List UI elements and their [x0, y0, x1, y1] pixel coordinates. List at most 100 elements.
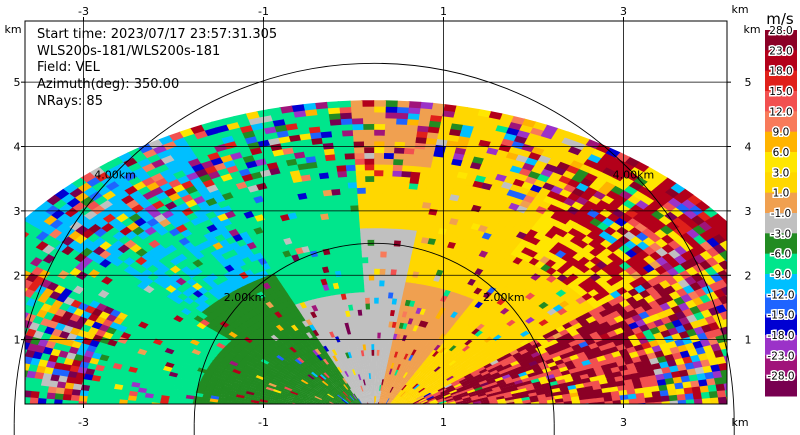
velocity-cell: [755, 348, 767, 358]
velocity-cell: [741, 303, 754, 313]
velocity-cell: [282, 117, 297, 125]
velocity-cell: [543, 162, 558, 173]
velocity-cell: [360, 239, 368, 246]
velocity-cell: [455, 170, 469, 179]
velocity-cell: [429, 161, 442, 169]
velocity-cell: [326, 307, 333, 315]
velocity-cell: [466, 348, 476, 355]
velocity-cell: [442, 210, 454, 219]
velocity-cell: [738, 312, 751, 322]
velocity-cell: [607, 381, 619, 388]
velocity-cell: [322, 365, 330, 372]
velocity-cell: [404, 420, 413, 421]
velocity-cell: [535, 357, 546, 364]
velocity-cell: [750, 394, 760, 402]
velocity-cell: [363, 163, 375, 171]
velocity-cell: [674, 357, 686, 366]
velocity-cell: [363, 332, 368, 339]
velocity-cell: [365, 210, 375, 217]
velocity-cell: [265, 314, 275, 322]
velocity-cell: [386, 416, 394, 419]
velocity-cell: [368, 395, 371, 403]
velocity-cell: [337, 386, 344, 393]
velocity-cell: [442, 372, 452, 379]
velocity-cell: [338, 287, 346, 295]
velocity-cell: [393, 374, 398, 382]
velocity-cell: [386, 367, 391, 375]
velocity-cell: [299, 340, 308, 348]
velocity-cell: [420, 352, 428, 359]
velocity-cell: [465, 107, 480, 116]
velocity-cell: [487, 111, 503, 120]
velocity-cell: [359, 373, 363, 380]
velocity-cell: [570, 395, 581, 401]
velocity-cell: [437, 398, 447, 403]
velocity-cell: [381, 396, 385, 403]
velocity-cell: [405, 366, 412, 373]
velocity-cell: [411, 400, 420, 404]
velocity-cell: [498, 358, 509, 365]
velocity-cell: [361, 308, 367, 316]
velocity-cell: [312, 322, 320, 330]
velocity-cell: [359, 297, 366, 304]
velocity-cell: [617, 384, 628, 391]
velocity-cell: [386, 239, 395, 247]
velocity-cell: [476, 108, 492, 118]
velocity-cell: [369, 395, 372, 403]
velocity-cell: [388, 367, 393, 375]
velocity-cell: [566, 415, 575, 419]
velocity-cell: [413, 392, 421, 398]
velocity-cell: [752, 364, 763, 373]
velocity-cell: [362, 361, 366, 368]
velocity-cell: [590, 148, 606, 159]
velocity-cell: [420, 314, 428, 322]
velocity-cell: [393, 413, 401, 416]
velocity-cell: [384, 413, 391, 418]
velocity-cell: [345, 389, 352, 396]
velocity-cell: [320, 218, 331, 226]
velocity-cell: [393, 412, 401, 416]
velocity-cell: [404, 386, 412, 393]
velocity-cell: [402, 258, 411, 265]
velocity-cell: [376, 389, 378, 397]
velocity-cell: [338, 385, 345, 392]
velocity-cell: [417, 113, 432, 121]
velocity-cell: [379, 408, 383, 414]
velocity-cell: [369, 408, 372, 414]
velocity-cell: [717, 396, 727, 404]
velocity-cell: [476, 366, 487, 372]
velocity-cell: [380, 409, 384, 415]
velocity-cell: [373, 152, 385, 159]
velocity-cell: [422, 333, 430, 341]
velocity-cell: [357, 379, 362, 386]
velocity-cell: [559, 155, 575, 166]
velocity-cell: [609, 385, 620, 392]
velocity-cell: [422, 391, 431, 397]
velocity-cell: [678, 368, 690, 377]
velocity-cell: [418, 212, 429, 221]
velocity-cell: [368, 390, 371, 397]
velocity-cell: [291, 344, 300, 352]
velocity-cell: [391, 374, 397, 382]
velocity-cell: [359, 227, 368, 235]
velocity-cell: [452, 206, 464, 215]
velocity-cell: [396, 422, 405, 423]
velocity-cell: [422, 353, 430, 360]
velocity-cell: [402, 358, 409, 366]
velocity-cell: [379, 366, 383, 374]
velocity-cell: [385, 404, 390, 410]
velocity-cell: [366, 408, 370, 414]
velocity-cell: [315, 361, 323, 368]
velocity-cell: [464, 290, 474, 298]
velocity-cell: [729, 346, 741, 355]
velocity-cell: [434, 410, 443, 413]
velocity-cell: [658, 383, 669, 391]
velocity-cell: [660, 394, 671, 402]
velocity-cell: [450, 158, 463, 167]
velocity-cell: [420, 160, 433, 168]
velocity-cell: [334, 354, 341, 361]
velocity-cell: [427, 355, 435, 362]
velocity-cell: [469, 421, 478, 423]
velocity-cell: [405, 199, 416, 207]
velocity-cell: [432, 298, 441, 307]
